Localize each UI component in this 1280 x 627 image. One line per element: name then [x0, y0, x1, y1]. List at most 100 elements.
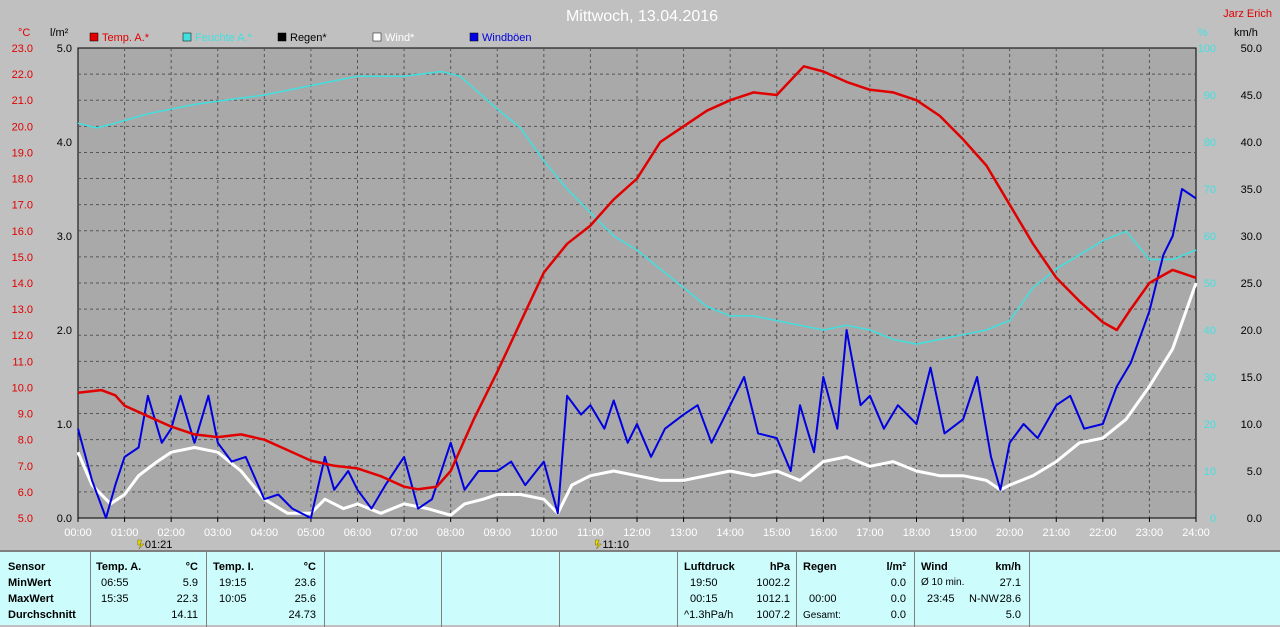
temp-i-column: Temp. I. °C 19:15 23.6 10:05 25.6 24.73: [206, 552, 324, 627]
temp-tick-label: 23.0: [12, 43, 33, 55]
chart-legend: Temp. A.* Feuchte A.* Regen* Wind* Windböen: [89, 32, 532, 44]
x-tick-label: 08:00: [437, 527, 465, 539]
temp-tick-label: 10.0: [12, 382, 33, 394]
temp-tick-label: 15.0: [12, 252, 33, 264]
x-tick-label: 20:00: [996, 527, 1024, 539]
x-tick-label: 19:00: [949, 527, 977, 539]
chart-title: Mittwoch, 13.04.2016: [566, 8, 718, 25]
humidity-tick-label: 70: [1204, 184, 1216, 196]
luftdruck-title: Luftdruck: [684, 561, 735, 573]
wind-tick-label: 50.0: [1241, 43, 1262, 55]
wind-max-value: 28.6: [999, 593, 1021, 605]
humidity-tick-label: 50: [1204, 278, 1216, 290]
wind-avg-value: 27.1: [999, 577, 1021, 589]
luftdruck-min-time: 19:50: [690, 577, 718, 589]
wind-max-dir: N-NW: [969, 593, 999, 605]
x-tick-label: 03:00: [204, 527, 232, 539]
wind-axis: 0.0 5.0 10.0 15.0 20.0 25.0 30.0 35.0 40.0 45.0 50…: [1241, 43, 1262, 525]
temp-axis: 5.0 6.0 7.0 8.0 9.0 10.0 11.0 12.0 13.0 14.0 15.0 1…: [12, 43, 33, 525]
legend-swatch: [469, 32, 479, 42]
rain-tick-label: 5.0: [57, 43, 72, 55]
legend-label: Feuchte A.*: [195, 32, 253, 44]
temp-tick-label: 19.0: [12, 147, 33, 159]
legend-swatch: [182, 32, 192, 42]
maxwert-label: MaxWert: [8, 593, 54, 605]
legend-label: Windböen: [482, 32, 532, 44]
wind-tick-label: 10.0: [1241, 419, 1262, 431]
empty-column-1: [324, 552, 441, 627]
durchschnitt-label: Durchschnitt: [8, 609, 76, 621]
temp-i-avg: 24.73: [288, 609, 316, 621]
author-label: Jarz Erich: [1223, 8, 1272, 20]
rain-axis: 0.0 1.0 2.0 3.0 4.0 5.0: [57, 43, 72, 525]
temp-tick-label: 16.0: [12, 226, 33, 238]
x-tick-label: 04:00: [251, 527, 279, 539]
temp-a-unit: °C: [185, 561, 198, 573]
temp-tick-label: 7.0: [18, 461, 33, 473]
x-tick-label: 22:00: [1089, 527, 1117, 539]
wind-tick-label: 30.0: [1241, 231, 1262, 243]
x-tick-label: 06:00: [344, 527, 372, 539]
humidity-tick-label: 100: [1198, 43, 1216, 55]
temp-i-title: Temp. I.: [213, 561, 254, 573]
luftdruck-trend: ^1.3hPa/h: [684, 609, 734, 621]
x-tick-label: 11:00: [577, 527, 604, 539]
temp-i-min-value: 23.6: [294, 577, 316, 589]
wind-tick-label: 20.0: [1241, 325, 1262, 337]
wind-tick-label: 40.0: [1241, 137, 1262, 149]
temp-tick-label: 21.0: [12, 95, 33, 107]
temp-a-min-value: 5.9: [182, 577, 198, 589]
temp-tick-label: 8.0: [18, 435, 33, 447]
rain-tick-label: 3.0: [57, 231, 72, 243]
empty-column-3: [559, 552, 677, 627]
x-tick-label: 24:00: [1182, 527, 1210, 539]
humidity-tick-label: 40: [1204, 325, 1216, 337]
x-tick-label: 17:00: [856, 527, 884, 539]
humidity-axis-unit: %: [1198, 27, 1208, 39]
event-marker-icon: [595, 539, 602, 550]
series-line: [77, 70, 1197, 345]
temp-tick-label: 14.0: [12, 278, 33, 290]
temp-tick-label: 17.0: [12, 200, 33, 212]
rain-tick-label: 1.0: [57, 419, 72, 431]
humidity-tick-label: 30: [1204, 372, 1216, 384]
wind-tick-label: 25.0: [1241, 278, 1262, 290]
legend-swatch: [372, 32, 382, 42]
humidity-tick-label: 90: [1204, 90, 1216, 102]
empty-column-4: [1029, 552, 1280, 627]
grid-lines: [78, 48, 1196, 518]
luftdruck-avg: 1007.2: [756, 609, 790, 621]
chart-series: [76, 65, 1198, 519]
x-tick-label: 02:00: [157, 527, 185, 539]
temp-i-max-time: 10:05: [219, 593, 247, 605]
regen-time: 00:00: [809, 593, 837, 605]
luftdruck-max-value: 1012.1: [756, 593, 790, 605]
temp-tick-label: 20.0: [12, 121, 33, 133]
rain-tick-label: 4.0: [57, 137, 72, 149]
event-marker-icon: [137, 539, 145, 550]
temp-tick-label: 9.0: [18, 409, 33, 421]
regen-column: Regen l/m² 00:00 0.0 0.0 Gesamt: 0.0: [796, 552, 914, 627]
temp-a-column: Temp. A. °C 06:55 5.9 15:35 22.3 14.11: [90, 552, 206, 627]
wind-axis-unit: km/h: [1234, 27, 1258, 39]
legend-swatch: [89, 32, 99, 42]
temp-tick-label: 18.0: [12, 174, 33, 186]
rain-tick-label: 2.0: [57, 325, 72, 337]
temp-a-max-value: 22.3: [176, 593, 198, 605]
temp-a-avg: 14.11: [171, 609, 198, 621]
regen-title: Regen: [803, 561, 837, 573]
luftdruck-max-time: 00:15: [690, 593, 718, 605]
wind-avg-label: Ø 10 min.: [921, 577, 965, 588]
wind-title: Wind: [921, 561, 948, 573]
humidity-tick-label: 10: [1204, 466, 1216, 478]
temp-i-max-value: 25.6: [294, 593, 316, 605]
wind-tick-label: 35.0: [1241, 184, 1262, 196]
regen-total-label: Gesamt:: [803, 610, 841, 621]
rain-axis-unit: l/m²: [50, 27, 69, 39]
humidity-tick-label: 60: [1204, 231, 1216, 243]
wind-unit: km/h: [995, 561, 1021, 573]
stats-table: Sensor MinWert MaxWert Durchschnitt Temp…: [0, 550, 1280, 627]
wind-tick-label: 15.0: [1241, 372, 1262, 384]
regen-value-1: 0.0: [890, 593, 906, 605]
humidity-tick-label: 80: [1204, 137, 1216, 149]
